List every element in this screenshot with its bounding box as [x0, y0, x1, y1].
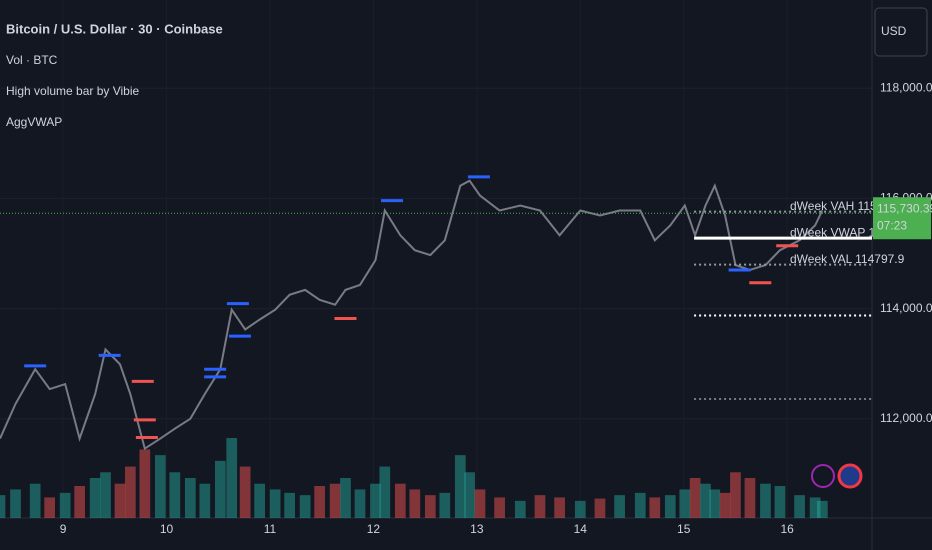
volume-bar [379, 466, 391, 518]
volume-bar [464, 472, 475, 518]
volume-bar [169, 472, 181, 518]
volume-bar [816, 500, 828, 518]
x-tick-label: 10 [160, 522, 174, 536]
volume-bar [44, 497, 56, 518]
symbol-title: Bitcoin / U.S. Dollar · 30 · Coinbase [6, 21, 223, 36]
indicator: Vol · BTC [6, 53, 58, 67]
countdown: 07:23 [877, 218, 907, 232]
volume-bar [154, 455, 166, 518]
volume-bar [424, 495, 436, 518]
volume-bar [299, 495, 311, 518]
volume-bar [700, 483, 711, 518]
volume-bar [226, 438, 238, 518]
x-tick-label: 9 [60, 522, 67, 536]
y-tick-label: 114,000.00 [880, 301, 932, 315]
x-tick-label: 15 [677, 522, 691, 536]
volume-bar [809, 497, 821, 518]
volume-bar [664, 495, 676, 518]
volume-bar [269, 489, 281, 518]
volume-bar [574, 500, 586, 518]
volume-bar [340, 478, 351, 518]
volume-bar [554, 497, 565, 518]
x-tick-label: 12 [367, 522, 381, 536]
volume-bar [594, 498, 606, 518]
volume-bar [719, 492, 731, 518]
volume-bar [494, 497, 505, 518]
level-label: dWeek VAL 114797.9 [790, 252, 905, 266]
flag-icon [837, 463, 863, 489]
volume-bar [74, 486, 86, 518]
price-line [0, 179, 824, 451]
volume-bar [454, 455, 466, 518]
volume-bar [774, 486, 786, 518]
volume-bar [649, 497, 661, 518]
volume-bar [199, 483, 211, 518]
volume-bar [184, 478, 196, 518]
x-tick-label: 16 [780, 522, 794, 536]
volume-bar [239, 466, 251, 518]
volume-bar [354, 489, 366, 518]
volume-bar [794, 495, 805, 518]
x-tick-label: 13 [470, 522, 484, 536]
volume-bar [10, 489, 21, 518]
y-tick-label: 112,000.00 [880, 411, 932, 425]
volume-bar [679, 489, 691, 518]
volume-bar [709, 489, 721, 518]
currency-button[interactable] [874, 7, 928, 57]
volume-bar [689, 478, 701, 518]
volume-bar [514, 500, 526, 518]
indicator: AggVWAP [6, 115, 62, 129]
volume-bar [730, 472, 741, 518]
icon [811, 464, 835, 488]
currency[interactable]: USD [881, 24, 907, 38]
x-tick-label: 14 [574, 522, 588, 536]
volume-bar [314, 486, 325, 518]
volume-bar [100, 472, 111, 518]
volume-bar [744, 478, 756, 518]
volume-bar [760, 483, 771, 518]
volume-bar [139, 449, 151, 518]
volume-bar [394, 483, 406, 518]
volume-bar [284, 492, 295, 518]
volume-bar [370, 483, 381, 518]
volume-bar [0, 495, 6, 518]
last-price-box [873, 197, 931, 240]
indicator: High volume bar by Vibie [6, 84, 140, 98]
volume-bar [114, 483, 126, 518]
volume-bar [534, 495, 546, 518]
x-tick-label: 11 [264, 522, 277, 536]
volume-bar [254, 483, 265, 518]
volume-bar [474, 489, 486, 518]
volume-bar [29, 483, 41, 518]
last-price-label: 115,730.39 [877, 201, 932, 215]
volume-bar [329, 483, 341, 518]
volume-bar [59, 492, 71, 518]
volume-bar [409, 489, 421, 518]
volume-bar [124, 466, 136, 518]
volume-bar [89, 478, 101, 518]
volume-bar [214, 460, 226, 518]
y-tick-label: 118,000.00 [880, 80, 932, 94]
volume-bar [614, 495, 625, 518]
volume-bar [634, 492, 646, 518]
volume-bar [439, 492, 451, 518]
